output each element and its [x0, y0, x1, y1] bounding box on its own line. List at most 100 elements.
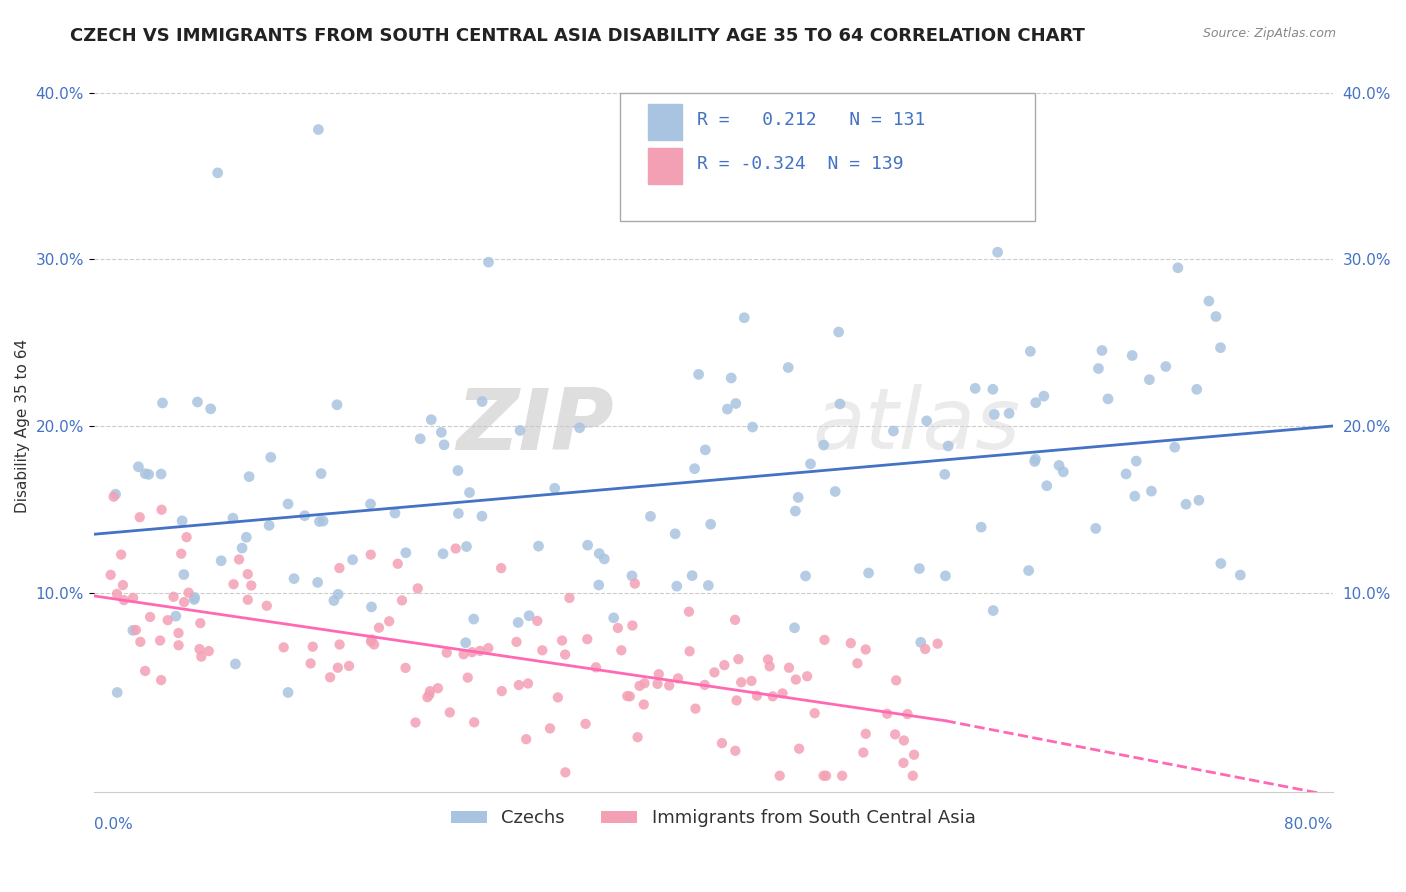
- Point: [1209, 557, 1232, 571]
- Point: [426, 681, 449, 696]
- Point: [463, 612, 485, 626]
- Point: [724, 744, 747, 758]
- Point: [620, 569, 643, 583]
- Point: [785, 673, 807, 687]
- Point: [197, 644, 219, 658]
- Point: [585, 660, 607, 674]
- Point: [936, 439, 959, 453]
- Point: [741, 420, 763, 434]
- Point: [309, 467, 332, 481]
- Point: [624, 576, 647, 591]
- Point: [740, 673, 762, 688]
- Point: [796, 669, 818, 683]
- Point: [935, 194, 957, 209]
- Point: [299, 657, 322, 671]
- Point: [893, 733, 915, 747]
- Point: [471, 394, 494, 409]
- Point: [461, 645, 484, 659]
- Point: [647, 677, 669, 691]
- Point: [1097, 392, 1119, 406]
- Point: [858, 566, 880, 580]
- Point: [326, 398, 349, 412]
- Point: [568, 421, 591, 435]
- Point: [772, 686, 794, 700]
- Point: [914, 642, 936, 657]
- Point: [1185, 382, 1208, 396]
- Point: [283, 572, 305, 586]
- Point: [720, 371, 742, 385]
- Point: [104, 487, 127, 501]
- Point: [167, 626, 190, 640]
- Point: [934, 467, 956, 482]
- Point: [671, 161, 693, 175]
- Point: [1018, 564, 1040, 578]
- Point: [1209, 341, 1232, 355]
- Point: [640, 509, 662, 524]
- Point: [527, 539, 550, 553]
- Point: [463, 715, 485, 730]
- Point: [444, 541, 467, 556]
- Point: [831, 769, 853, 783]
- Point: [1052, 465, 1074, 479]
- Point: [678, 644, 700, 658]
- Point: [896, 707, 918, 722]
- Point: [576, 632, 599, 647]
- Point: [111, 578, 134, 592]
- Point: [794, 569, 817, 583]
- Point: [1205, 310, 1227, 324]
- Point: [517, 676, 540, 690]
- Point: [456, 540, 478, 554]
- Point: [186, 395, 208, 409]
- Point: [430, 425, 453, 440]
- Point: [699, 517, 721, 532]
- Point: [551, 633, 574, 648]
- Point: [602, 611, 624, 625]
- Legend: Czechs, Immigrants from South Central Asia: Czechs, Immigrants from South Central As…: [444, 802, 983, 835]
- Point: [134, 467, 156, 481]
- Point: [447, 464, 470, 478]
- Point: [378, 615, 401, 629]
- Text: 0.0%: 0.0%: [94, 817, 132, 832]
- Point: [360, 497, 382, 511]
- Point: [319, 670, 342, 684]
- Point: [901, 769, 924, 783]
- Point: [110, 548, 132, 562]
- Point: [150, 502, 173, 516]
- Point: [616, 689, 638, 703]
- Point: [683, 461, 706, 475]
- Point: [1164, 440, 1187, 454]
- Point: [360, 634, 382, 648]
- Point: [1167, 260, 1189, 275]
- Point: [619, 690, 641, 704]
- Point: [419, 684, 441, 698]
- Point: [409, 432, 432, 446]
- Point: [852, 746, 875, 760]
- Point: [477, 255, 499, 269]
- Point: [666, 672, 689, 686]
- Point: [983, 408, 1005, 422]
- Point: [368, 621, 391, 635]
- Point: [176, 530, 198, 544]
- Point: [713, 658, 735, 673]
- Point: [183, 592, 205, 607]
- Point: [1123, 489, 1146, 503]
- Point: [240, 578, 263, 592]
- Point: [547, 690, 569, 705]
- Point: [150, 467, 173, 481]
- Point: [915, 414, 938, 428]
- Point: [785, 504, 807, 518]
- Point: [733, 310, 755, 325]
- Point: [1024, 452, 1046, 467]
- Point: [965, 381, 987, 395]
- Point: [783, 621, 806, 635]
- Point: [981, 603, 1004, 617]
- Point: [1175, 497, 1198, 511]
- Point: [526, 614, 548, 628]
- Point: [200, 401, 222, 416]
- Point: [360, 548, 382, 562]
- Point: [1229, 568, 1251, 582]
- Point: [987, 245, 1010, 260]
- Point: [1137, 373, 1160, 387]
- Point: [150, 673, 173, 687]
- Point: [756, 652, 779, 666]
